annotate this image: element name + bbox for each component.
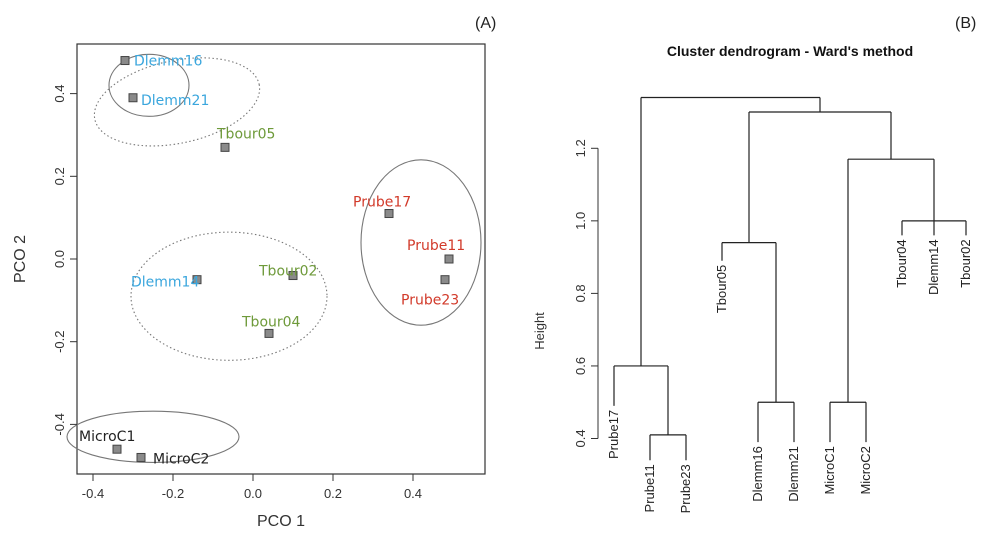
point-marker-microc1: [112, 444, 122, 454]
leaf-label-prube17: Prube17: [606, 410, 621, 459]
pco-x-axis-title: PCO 1: [257, 513, 305, 530]
point-marker-tbour04: [264, 328, 274, 338]
group-ellipse-1: [108, 53, 190, 117]
pco-group-ellipses: [66, 53, 482, 463]
y-tick-label-2: 0.0: [52, 250, 67, 268]
dendrogram-y-tick-label-2: 0.8: [573, 284, 588, 302]
point-label-microc1: MicroC1: [79, 429, 135, 445]
point-label-prube17: Prube17: [353, 195, 411, 211]
pco-scatter-panel: (A) Dlemm16 Dlemm21 Tbour05 Prube17 Prube11 P…: [12, 15, 496, 530]
x-tick-label-0: -0.4: [82, 486, 104, 501]
point-marker-microc2: [136, 452, 146, 462]
dendrogram-panel: (B) Cluster dendrogram - Ward's method H…: [532, 15, 976, 513]
y-tick-label-4: 0.4: [52, 85, 67, 103]
leaf-label-dlemm21: Dlemm21: [786, 446, 801, 502]
y-tick-label-0: -0.4: [52, 413, 67, 435]
panel-a-tag: (A): [475, 15, 496, 32]
dendrogram-y-tick-label-4: 1.2: [573, 139, 588, 157]
point-marker-dlemm16: [120, 56, 130, 66]
leaf-label-microc1: MicroC1: [822, 446, 837, 494]
point-marker-tbour05: [220, 142, 230, 152]
point-marker-dlemm14: [192, 275, 202, 285]
group-ellipse-5: [66, 410, 240, 463]
leaf-label-tbour05: Tbour05: [714, 265, 729, 313]
point-label-dlemm21: Dlemm21: [141, 93, 209, 109]
point-marker-prube11: [444, 254, 454, 264]
leaf-label-tbour04: Tbour04: [894, 239, 909, 287]
leaf-label-prube23: Prube23: [678, 464, 693, 513]
dendrogram-y-tick-label-0: 0.4: [573, 429, 588, 447]
point-marker-prube23: [440, 275, 450, 285]
point-label-tbour02: Tbour02: [258, 264, 317, 280]
y-tick-label-3: 0.2: [52, 167, 67, 185]
x-tick-label-2: 0.0: [244, 486, 262, 501]
dendrogram-y-axis-title: Height: [532, 312, 547, 350]
point-label-dlemm16: Dlemm16: [134, 54, 202, 70]
pco-plot-frame: [76, 43, 486, 475]
leaf-label-dlemm16: Dlemm16: [750, 446, 765, 502]
group-ellipse-2: [93, 57, 261, 147]
x-tick-label-1: -0.2: [162, 486, 184, 501]
dendrogram-y-tick-label-3: 1.0: [573, 212, 588, 230]
dendrogram-y-tick-label-1: 0.6: [573, 357, 588, 375]
dendrogram-y-axis: 0.4 0.6 0.8 1.0 1.2: [573, 139, 599, 448]
pco-x-axis: -0.4 -0.2 0.0 0.2 0.4: [82, 474, 422, 501]
point-marker-prube17: [384, 209, 394, 219]
leaf-label-tbour02: Tbour02: [958, 239, 973, 287]
pco-points: Dlemm16 Dlemm21 Tbour05 Prube17 Prube11 Prube…: [79, 54, 465, 468]
point-label-tbour05: Tbour05: [216, 126, 275, 142]
point-marker-tbour02: [288, 271, 298, 281]
x-tick-label-3: 0.2: [324, 486, 342, 501]
pco-y-axis: -0.4 -0.2 0.0 0.2 0.4: [52, 85, 77, 436]
point-label-microc2: MicroC2: [153, 451, 209, 467]
leaf-label-prube11: Prube11: [642, 464, 657, 512]
point-label-prube23: Prube23: [401, 293, 459, 309]
dendrogram-leaf-labels: Prube17 Prube11 Prube23 Tbour05 Dlemm16 Dlemm…: [606, 239, 973, 513]
point-label-tbour04: Tbour04: [241, 314, 301, 330]
dendrogram-branches: [613, 96, 967, 461]
pco-y-axis-title: PCO 2: [12, 235, 29, 283]
panel-b-tag: (B): [955, 15, 976, 32]
dendrogram-title: Cluster dendrogram - Ward's method: [667, 43, 913, 59]
point-label-prube11: Prube11: [407, 238, 465, 254]
point-marker-dlemm21: [128, 93, 138, 103]
leaf-label-dlemm14: Dlemm14: [926, 239, 941, 295]
leaf-label-microc2: MicroC2: [858, 446, 873, 494]
group-ellipse-4: [130, 231, 328, 361]
point-label-dlemm14: Dlemm14: [131, 275, 199, 291]
group-ellipse-3: [360, 159, 482, 326]
x-tick-label-4: 0.4: [404, 486, 422, 501]
y-tick-label-1: -0.2: [52, 330, 67, 352]
